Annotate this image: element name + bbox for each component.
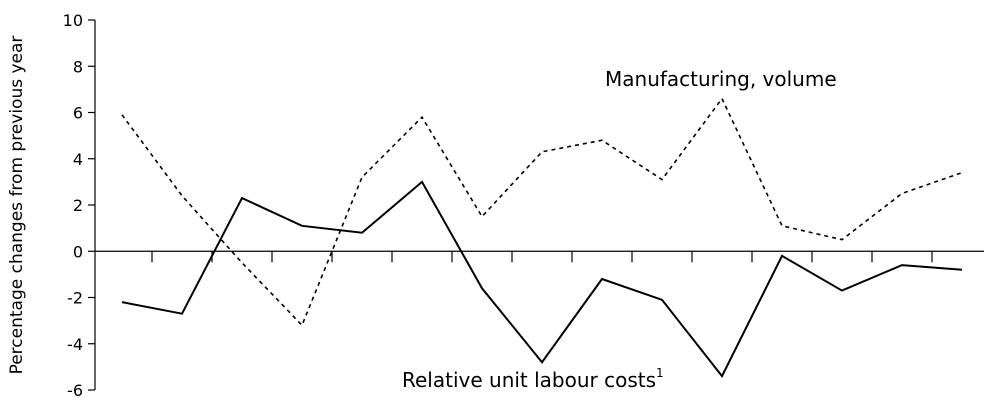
y-tick-label: 8	[73, 57, 83, 76]
y-tick-label: 2	[73, 196, 83, 215]
series-label-group: Relative unit labour costs1	[402, 366, 664, 392]
y-tick-label: 4	[73, 150, 83, 169]
y-tick-label: 6	[73, 104, 83, 123]
y-tick-label: 0	[73, 242, 83, 261]
series-label: Manufacturing, volume	[605, 67, 837, 91]
series-label: Relative unit labour costs	[402, 368, 656, 392]
y-tick-label: -2	[67, 289, 83, 308]
series-line	[121, 97, 963, 327]
y-tick-label: 10	[63, 11, 83, 30]
footnote-mark: 1	[656, 366, 664, 380]
y-axis-label: Percentage changes from previous year	[7, 36, 27, 375]
y-tick-label: -6	[67, 381, 83, 400]
y-tick-label: -4	[67, 335, 83, 354]
series-line	[121, 180, 963, 378]
